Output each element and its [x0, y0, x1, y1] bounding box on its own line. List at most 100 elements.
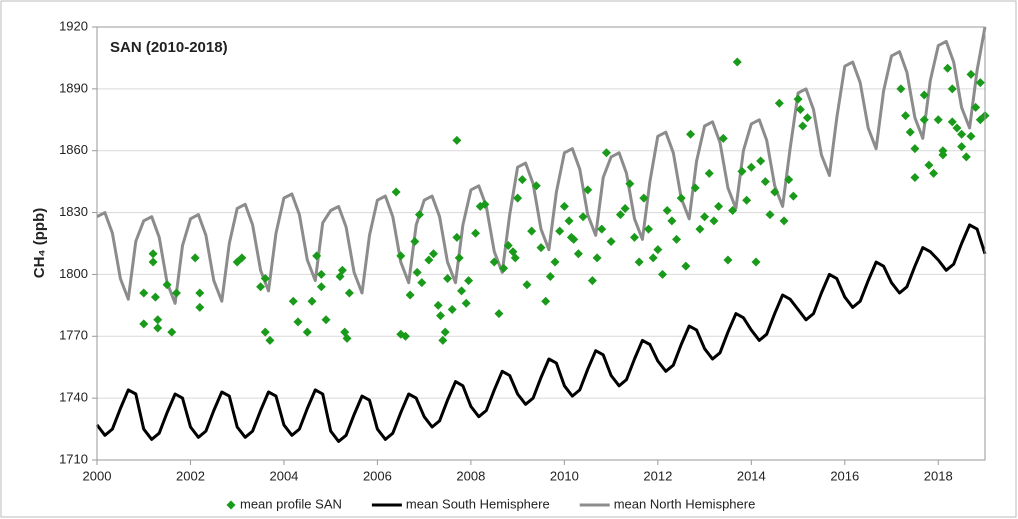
data-point: [919, 90, 929, 100]
data-point: [195, 288, 205, 298]
data-point: [653, 245, 663, 255]
data-point: [961, 152, 971, 162]
data-point: [510, 253, 520, 263]
data-point: [793, 94, 803, 104]
data-point: [464, 276, 474, 286]
data-point: [695, 224, 705, 234]
data-point: [910, 173, 920, 183]
data-point: [150, 292, 160, 302]
data-point: [531, 181, 541, 191]
data-point: [342, 333, 352, 343]
data-point: [414, 210, 424, 220]
data-point: [760, 177, 770, 187]
data-point: [424, 255, 434, 265]
x-tick-label: 2012: [643, 468, 672, 483]
data-point: [625, 179, 635, 189]
data-point: [293, 317, 303, 327]
chart-title: SAN (2010-2018): [110, 39, 228, 56]
x-tick-label: 2016: [830, 468, 859, 483]
data-point: [513, 193, 523, 203]
data-point: [774, 98, 784, 108]
data-point: [316, 269, 326, 279]
data-point: [714, 201, 724, 211]
data-point: [440, 327, 450, 337]
data-point: [676, 193, 686, 203]
data-point: [662, 206, 672, 216]
y-axis-label: CH₄ (ppb): [31, 208, 48, 278]
data-point: [975, 78, 985, 88]
data-point: [971, 102, 981, 112]
data-point: [597, 224, 607, 234]
data-point: [751, 257, 761, 267]
data-point: [746, 162, 756, 172]
data-point: [924, 160, 934, 170]
x-tick-label: 2010: [550, 468, 579, 483]
data-point: [171, 288, 181, 298]
data-point: [770, 187, 780, 197]
data-point: [195, 302, 205, 312]
legend-label: mean North Hemisphere: [614, 496, 756, 511]
data-point: [629, 232, 639, 242]
data-point: [312, 251, 322, 261]
data-point: [153, 315, 163, 325]
y-tick-label: 1830: [59, 204, 88, 219]
data-point: [139, 319, 149, 329]
data-point: [452, 135, 462, 145]
data-point: [550, 257, 560, 267]
x-tick-label: 2006: [363, 468, 392, 483]
data-point: [555, 226, 565, 236]
data-point: [410, 236, 420, 246]
data-point: [265, 335, 275, 345]
data-point: [592, 253, 602, 263]
data-point: [429, 249, 439, 259]
data-point: [522, 280, 532, 290]
data-point: [742, 195, 752, 205]
data-point: [587, 276, 597, 286]
data-point: [237, 253, 247, 263]
y-tick-label: 1710: [59, 451, 88, 466]
y-tick-label: 1800: [59, 266, 88, 281]
data-point: [700, 212, 710, 222]
y-tick-label: 1770: [59, 328, 88, 343]
data-point: [947, 117, 957, 127]
data-point: [438, 335, 448, 345]
data-point: [957, 129, 967, 139]
data-point: [737, 166, 747, 176]
data-point: [634, 257, 644, 267]
data-point: [400, 331, 410, 341]
data-point: [454, 253, 464, 263]
data-point: [288, 296, 298, 306]
plot-area: [95, 26, 990, 443]
data-point: [153, 323, 163, 333]
data-point: [686, 129, 696, 139]
data-point: [896, 84, 906, 94]
data-point: [391, 187, 401, 197]
x-tick-label: 2014: [737, 468, 766, 483]
data-point: [148, 257, 158, 267]
data-point: [573, 249, 583, 259]
data-point: [765, 210, 775, 220]
data-point: [578, 212, 588, 222]
data-point: [461, 298, 471, 308]
data-point: [601, 148, 611, 158]
x-tick-label: 2002: [176, 468, 205, 483]
data-point: [795, 104, 805, 114]
data-point: [690, 183, 700, 193]
data-point: [517, 175, 527, 185]
data-point: [436, 311, 446, 321]
data-point: [260, 327, 270, 337]
data-point: [966, 131, 976, 141]
data-point: [559, 201, 569, 211]
data-point: [321, 315, 331, 325]
data-point: [784, 175, 794, 185]
data-point: [480, 199, 490, 209]
data-point: [503, 241, 513, 251]
data-point: [704, 168, 714, 178]
data-point: [943, 63, 953, 73]
x-tick-label: 2008: [456, 468, 485, 483]
data-point: [471, 228, 481, 238]
data-line: [96, 26, 987, 305]
data-point: [256, 282, 266, 292]
data-point: [615, 210, 625, 220]
